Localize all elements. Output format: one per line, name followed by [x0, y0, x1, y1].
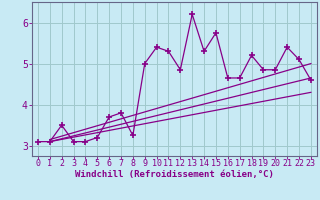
X-axis label: Windchill (Refroidissement éolien,°C): Windchill (Refroidissement éolien,°C) [75, 170, 274, 179]
